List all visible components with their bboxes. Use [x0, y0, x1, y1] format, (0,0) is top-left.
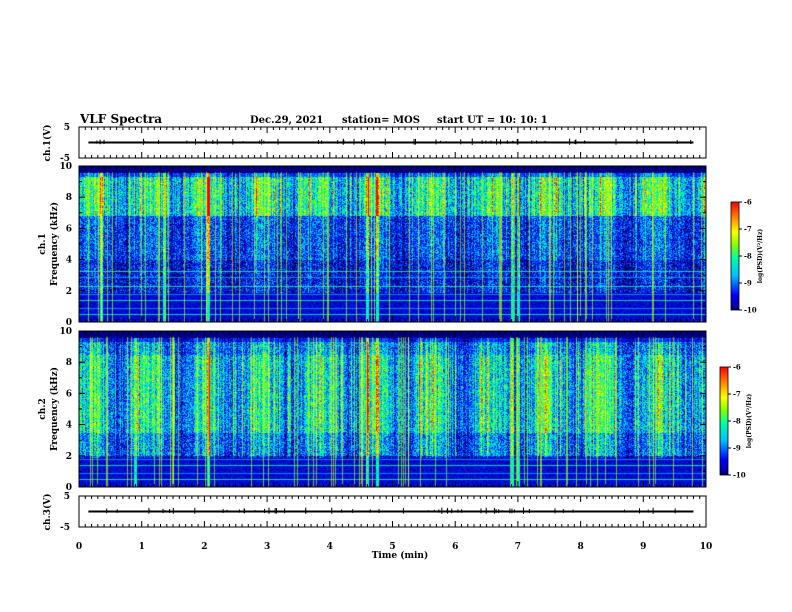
ch2-spectrogram-image [79, 331, 706, 487]
colorbar-tick-label: -6 [733, 363, 741, 372]
ch1-colorbar-label: log(PSD)(V²/Hz) [757, 229, 764, 284]
ch1-ytick-top: 5 [64, 123, 70, 133]
x-tick-label: 2 [201, 542, 207, 552]
ch2-channel-label: ch.2 [38, 398, 48, 419]
ch2-frequency-ylabel: Frequency (kHz) [49, 367, 60, 451]
ch1-colorbar: -6 -7 -8 -9 -10 log(PSD)(V²/Hz) [730, 198, 764, 315]
ch3-waveform-spikes [106, 507, 680, 514]
y-tick-label: 10 [59, 162, 72, 172]
y-tick-label: 2 [66, 287, 72, 297]
ch2-colorbar: -6 -7 -8 -9 -10 log(PSD)(V²/Hz) [719, 363, 753, 480]
ch2-spectrogram-yticklabels: 0 2 4 6 8 10 [59, 327, 72, 493]
ch3-waveform-ticks [78, 496, 707, 527]
y-tick-label: 4 [66, 421, 72, 431]
x-tick-label: 4 [327, 542, 333, 552]
ch3-ytick-top: 5 [64, 492, 70, 502]
ch1-spectrogram-ticks [78, 165, 707, 323]
colorbar-tick-label: -9 [744, 279, 752, 288]
ch2-spectrogram-ticks [78, 330, 707, 488]
ch3-ytick-bottom: -5 [60, 523, 70, 533]
ch2-colorbar-ticks: -6 -7 -8 -9 -10 [728, 363, 746, 480]
y-tick-label: 8 [66, 358, 72, 368]
colorbar-tick-label: -8 [744, 252, 752, 261]
ch1-channel-label: ch.1 [38, 233, 48, 254]
ch1-spectrogram-yticklabels: 0 2 4 6 8 10 [59, 162, 72, 328]
figure-title: VLF Spectra [79, 112, 162, 126]
ch3-waveform-panel: 5 -5 ch.3(V) [42, 492, 707, 533]
ch3-waveform-ylabel: ch.3(V) [42, 494, 53, 531]
x-tick-label: 7 [515, 542, 521, 552]
x-tick-label: 5 [389, 542, 395, 552]
ch2-colorbar-gradient [719, 366, 729, 476]
x-tick-label: 6 [452, 542, 458, 552]
y-tick-label: 0 [66, 483, 72, 493]
ch1-spectrogram-panel: 0 2 4 6 8 10 ch.1 Frequency (kHz) [38, 162, 707, 328]
ch1-ytick-bottom: -5 [60, 154, 70, 164]
ch1-waveform-ticks [78, 127, 707, 158]
x-tick-label: 10 [700, 542, 713, 552]
colorbar-tick-label: -7 [733, 390, 741, 399]
y-tick-label: 10 [59, 327, 72, 337]
y-tick-label: 4 [66, 256, 72, 266]
ch1-colorbar-gradient [730, 201, 740, 311]
date-label: Dec.29, 2021 [250, 115, 323, 126]
ch1-waveform-ylabel: ch.1(V) [42, 125, 53, 162]
x-tick-label: 9 [640, 542, 646, 552]
y-tick-label: 2 [66, 452, 72, 462]
x-tick-label: 8 [577, 542, 583, 552]
x-tick-label: 1 [139, 542, 145, 552]
ch1-spectrogram-image [79, 166, 706, 322]
colorbar-tick-label: -7 [744, 225, 752, 234]
ch1-waveform-spikes [96, 138, 692, 145]
colorbar-tick-label: -8 [733, 417, 741, 426]
x-tick-label: 3 [264, 542, 270, 552]
colorbar-tick-label: -10 [733, 471, 746, 480]
ch2-spectrogram-panel: 0 2 4 6 8 10 ch.2 Frequency (kHz) [38, 327, 707, 493]
y-tick-label: 8 [66, 193, 72, 203]
ch1-frequency-ylabel: Frequency (kHz) [49, 202, 60, 286]
x-axis-label: Time (min) [372, 550, 429, 561]
x-tick-labels: 0 1 2 3 4 5 6 7 8 9 10 [76, 542, 712, 552]
colorbar-tick-label: -10 [744, 306, 757, 315]
station-label: station= MOS [342, 115, 420, 126]
ch1-waveform-panel: 5 -5 ch.1(V) [42, 123, 707, 164]
y-tick-label: 6 [66, 224, 72, 234]
ch1-colorbar-ticks: -6 -7 -8 -9 -10 [739, 198, 757, 315]
x-tick-label: 0 [76, 542, 82, 552]
ch2-colorbar-label: log(PSD)(V²/Hz) [746, 394, 753, 449]
start-time-label: start UT = 10: 10: 1 [437, 115, 548, 126]
y-tick-label: 6 [66, 389, 72, 399]
y-tick-label: 0 [66, 318, 72, 328]
colorbar-tick-label: -9 [733, 444, 741, 453]
colorbar-tick-label: -6 [744, 198, 752, 207]
